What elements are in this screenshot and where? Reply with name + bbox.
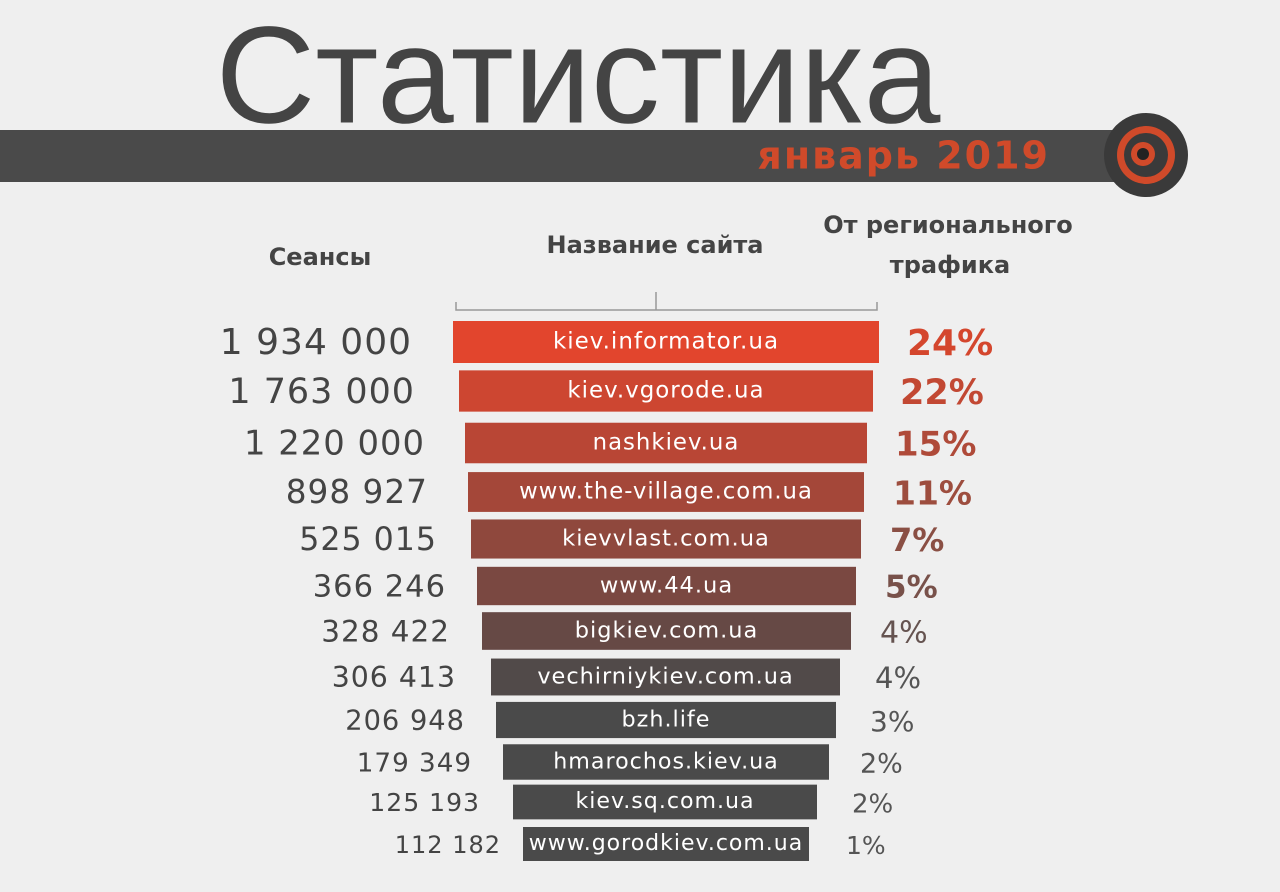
site-bar bbox=[513, 784, 817, 820]
sessions: 1 220 000 bbox=[244, 424, 425, 463]
site-name: bzh.life bbox=[622, 707, 711, 733]
share: 15% bbox=[895, 425, 976, 465]
site-bar bbox=[465, 422, 867, 464]
site-name: hmarochos.kiev.ua bbox=[553, 749, 779, 775]
site-name: kiev.vgorode.ua bbox=[567, 378, 764, 404]
site-bar bbox=[491, 658, 840, 696]
site-name: vechirniykiev.com.ua bbox=[537, 664, 793, 690]
sessions: 898 927 bbox=[286, 473, 428, 511]
rows: kiev.informator.ua 1 934 000 24% kiev.vgoro… bbox=[220, 321, 993, 861]
share: 11% bbox=[893, 474, 972, 513]
sessions: 125 193 bbox=[369, 788, 480, 817]
site-name: kiev.informator.ua bbox=[553, 329, 779, 355]
sessions: 112 182 bbox=[395, 831, 501, 859]
subtitle: январь 2019 bbox=[757, 134, 1050, 178]
share: 24% bbox=[907, 323, 993, 364]
sessions: 366 246 bbox=[313, 570, 446, 605]
column-header: Название сайта bbox=[547, 231, 764, 259]
column-header: От регионального bbox=[823, 211, 1073, 239]
share: 4% bbox=[875, 661, 921, 695]
bracket bbox=[455, 292, 878, 311]
site-bar bbox=[496, 701, 836, 739]
sessions: 306 413 bbox=[332, 661, 456, 694]
site-bar bbox=[468, 472, 864, 512]
sessions: 525 015 bbox=[299, 522, 437, 558]
site-name: www.the-village.com.ua bbox=[519, 479, 813, 505]
share: 1% bbox=[846, 831, 886, 860]
title: Статистика bbox=[216, 0, 941, 152]
site-name: nashkiev.ua bbox=[593, 430, 740, 456]
title-band bbox=[0, 130, 1150, 182]
column-header: Сеансы bbox=[269, 243, 372, 271]
sessions: 1 934 000 bbox=[220, 322, 412, 363]
logo bbox=[1104, 113, 1188, 197]
share: 7% bbox=[890, 521, 944, 559]
share: 4% bbox=[880, 616, 928, 651]
column-header: трафика bbox=[890, 251, 1010, 279]
share: 2% bbox=[860, 749, 903, 780]
site-bar bbox=[503, 744, 829, 780]
sessions: 1 763 000 bbox=[228, 372, 415, 412]
site-name: www.44.ua bbox=[600, 573, 733, 599]
sessions: 328 422 bbox=[321, 615, 450, 649]
share: 3% bbox=[870, 705, 914, 738]
sessions: 206 948 bbox=[345, 706, 465, 737]
site-bar bbox=[523, 827, 809, 861]
site-name: kievvlast.com.ua bbox=[562, 526, 770, 552]
site-bar bbox=[471, 519, 861, 559]
site-name: bigkiev.com.ua bbox=[575, 618, 758, 644]
site-bar bbox=[453, 321, 879, 363]
share: 22% bbox=[900, 373, 984, 413]
site-bar bbox=[482, 612, 851, 650]
sessions: 179 349 bbox=[357, 749, 472, 779]
site-bar bbox=[477, 566, 856, 606]
share: 5% bbox=[885, 570, 938, 606]
site-bar bbox=[459, 370, 873, 412]
site-name: kiev.sq.com.ua bbox=[575, 788, 754, 814]
site-name: www.gorodkiev.com.ua bbox=[529, 831, 803, 856]
share: 2% bbox=[852, 790, 893, 820]
